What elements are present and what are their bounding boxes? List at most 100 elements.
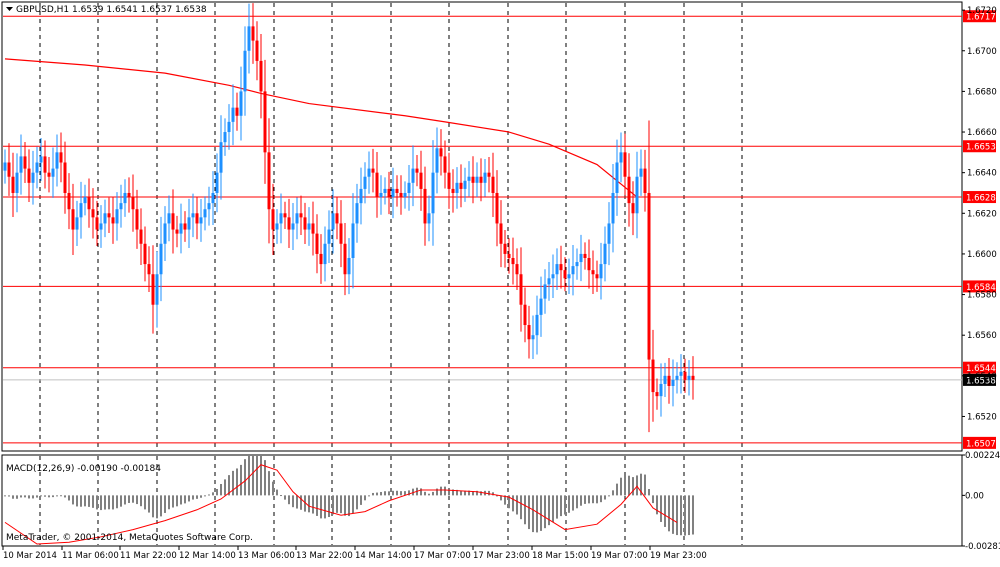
candle-body [431, 172, 435, 214]
candle-body [655, 392, 659, 397]
candle-body [639, 168, 643, 177]
macd-tick-label: -0.00281 [965, 542, 1000, 552]
macd-bar [296, 495, 298, 509]
macd-bar [580, 495, 582, 506]
candle-body [659, 383, 663, 397]
macd-bar [328, 495, 330, 518]
candle-body [267, 152, 271, 210]
candle-body [131, 197, 135, 210]
candle-body [43, 156, 47, 173]
candle-body [135, 209, 139, 230]
candle-body [627, 176, 631, 204]
candle-body [671, 379, 675, 386]
macd-bar [32, 495, 34, 499]
macd-bar [220, 484, 222, 496]
level-label: 1.6717 [966, 13, 996, 23]
candle-body [619, 152, 623, 163]
macd-bar [388, 491, 390, 496]
candle-body [243, 50, 247, 92]
dropdown-triangle-icon[interactable] [6, 7, 13, 11]
candle-body [515, 264, 519, 275]
macd-bar [540, 495, 542, 531]
time-label: 17 Mar 07:00 [414, 551, 471, 561]
candle-body [399, 192, 403, 198]
macd-bar [380, 491, 382, 496]
level-label: 1.6544 [966, 364, 996, 374]
candle-body [139, 229, 143, 244]
macd-bar [272, 481, 274, 496]
macd-bar [44, 495, 46, 497]
candle-body [527, 325, 531, 340]
level-label: 1.6507 [966, 439, 996, 449]
macd-bar [64, 495, 66, 498]
macd-bar [456, 489, 458, 496]
macd-bar [384, 491, 386, 496]
candle-body [203, 209, 207, 218]
candle-body [271, 209, 275, 230]
macd-bar [664, 495, 666, 527]
candle-body [487, 172, 491, 177]
macd-bar [200, 495, 202, 498]
macd-bar [188, 495, 190, 502]
candle-body [147, 264, 151, 275]
time-label: 19 Mar 23:00 [650, 551, 707, 561]
macd-bar [160, 495, 162, 517]
candle-body [375, 172, 379, 198]
candle-body [287, 217, 291, 230]
macd-bar [264, 460, 266, 496]
candle-body [615, 162, 619, 193]
candle-body [387, 188, 391, 198]
macd-bar [184, 495, 186, 504]
macd-title: MACD(12,26,9) -0.00190 -0.00184 [6, 464, 161, 474]
candle-body [251, 26, 255, 41]
macd-bar [344, 495, 346, 516]
macd-bar [288, 495, 290, 505]
macd-bar [548, 495, 550, 526]
macd-bar [544, 495, 546, 529]
candle-body [663, 375, 667, 384]
candle-body [175, 229, 179, 234]
candle-body [295, 213, 299, 224]
macd-bar [648, 489, 650, 496]
candle-body [415, 168, 419, 173]
candle-body [635, 176, 639, 214]
macd-bar [136, 495, 138, 505]
candle-body [179, 223, 183, 234]
current-price-label: 1.6538 [966, 376, 996, 386]
macd-bar [432, 491, 434, 496]
candle-body [687, 375, 691, 380]
macd-bar [684, 495, 686, 536]
candle-body [451, 188, 455, 193]
macd-bar [624, 475, 626, 496]
macd-bar [80, 495, 82, 507]
level-label: 1.6628 [966, 194, 996, 204]
time-label: 18 Mar 15:00 [532, 551, 589, 561]
macd-bar [128, 495, 130, 503]
time-label: 14 Mar 14:00 [355, 551, 412, 561]
macd-bar [564, 495, 566, 515]
candle-body [223, 132, 227, 143]
macd-bar [360, 495, 362, 505]
candle-body [371, 168, 375, 173]
macd-bar [8, 495, 10, 497]
candle-body [623, 152, 627, 177]
candle-body [163, 223, 167, 244]
candle-body [99, 223, 103, 230]
candle-body [419, 172, 423, 189]
macd-bar [536, 495, 538, 533]
candle-body [235, 107, 239, 116]
macd-bar [524, 495, 526, 525]
candle-body [259, 60, 263, 92]
candle-body [63, 162, 67, 193]
candle-body [691, 375, 695, 380]
candle-body [467, 176, 471, 181]
candle-body [31, 172, 35, 183]
macd-bar [488, 490, 490, 496]
candle-body [519, 274, 523, 305]
candle-body [111, 217, 115, 224]
macd-bar [36, 495, 38, 498]
candle-body [539, 298, 543, 315]
macd-bar [324, 495, 326, 519]
candle-body [183, 223, 187, 230]
